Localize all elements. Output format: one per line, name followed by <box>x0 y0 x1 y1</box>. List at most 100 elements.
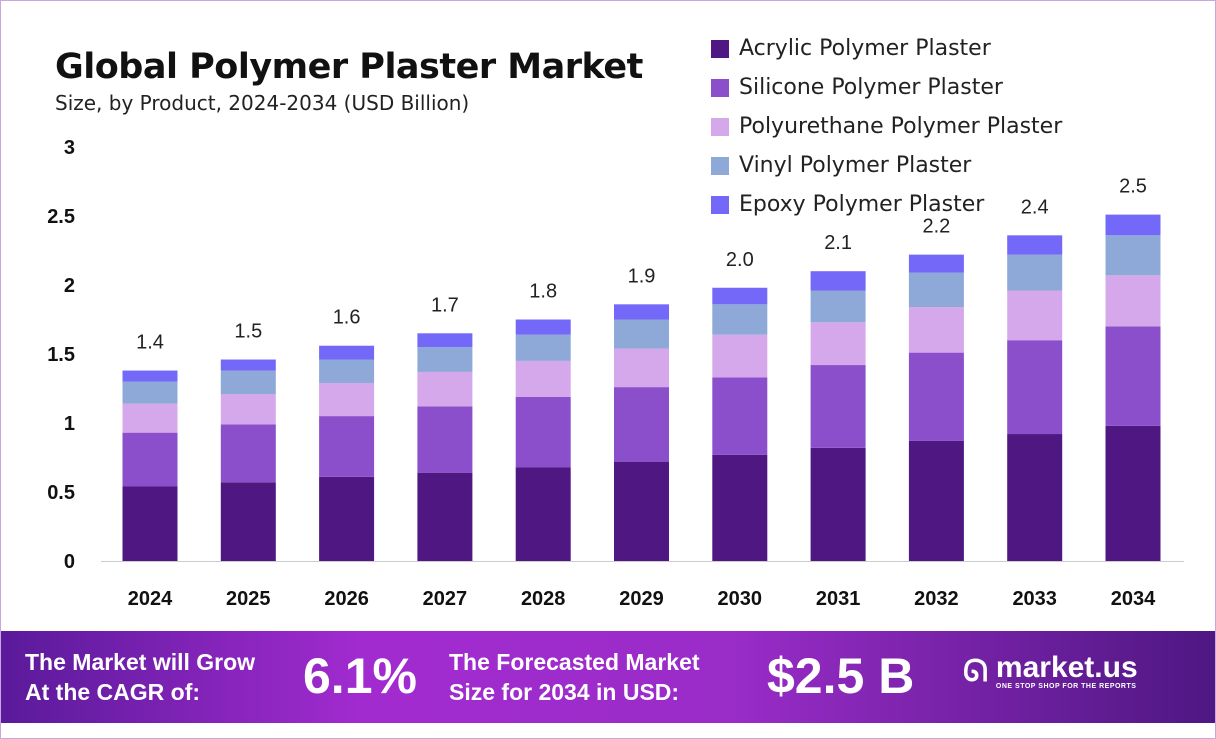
bar-segment-epoxy-polymer-plaster <box>908 254 964 273</box>
legend-swatch <box>711 195 729 214</box>
bar-segment-vinyl-polymer-plaster <box>1007 254 1063 291</box>
bar-segment-acrylic-polymer-plaster <box>319 476 375 561</box>
y-tick-label: 2.5 <box>47 206 75 228</box>
bar-segment-silicone-polymer-plaster <box>319 416 375 477</box>
bar-segment-epoxy-polymer-plaster <box>712 287 768 305</box>
total-data-label: 1.7 <box>431 294 459 316</box>
x-tick-label: 2029 <box>619 588 664 610</box>
legend-label: Epoxy Polymer Plaster <box>739 192 985 217</box>
bar-segment-epoxy-polymer-plaster <box>515 319 571 335</box>
y-tick-label: 1 <box>64 413 75 435</box>
cagr-label-line2: At the CAGR of: <box>25 679 201 705</box>
bar-segment-polyurethane-polymer-plaster <box>220 394 276 425</box>
legend-swatch <box>711 117 729 136</box>
y-tick-label: 0.5 <box>47 482 75 504</box>
bar-segment-epoxy-polymer-plaster <box>1007 235 1063 255</box>
bar-segment-acrylic-polymer-plaster <box>712 454 768 561</box>
bar-segment-vinyl-polymer-plaster <box>122 381 178 404</box>
y-tick-label: 3 <box>64 137 75 159</box>
x-tick-label: 2034 <box>1111 588 1156 610</box>
legend-swatch <box>711 156 729 175</box>
legend-label: Acrylic Polymer Plaster <box>739 36 991 61</box>
market-us-logo[interactable]: ᘏ market.us ONE STOP SHOP FOR THE REPORT… <box>963 651 1138 691</box>
cagr-value: 6.1% <box>303 648 417 704</box>
bar-segment-epoxy-polymer-plaster <box>220 359 276 371</box>
bar-segment-silicone-polymer-plaster <box>712 377 768 455</box>
bar-segment-silicone-polymer-plaster <box>122 432 178 487</box>
bar-segment-vinyl-polymer-plaster <box>515 334 571 361</box>
bar-segment-silicone-polymer-plaster <box>417 406 473 473</box>
bar-segment-polyurethane-polymer-plaster <box>810 322 866 366</box>
cagr-label-line1: The Market will Grow <box>25 649 256 675</box>
bar-segment-epoxy-polymer-plaster <box>417 333 473 348</box>
forecast-label-line2: Size for 2034 in USD: <box>449 679 680 705</box>
legend-item: Acrylic Polymer Plaster <box>711 29 1062 68</box>
footer-banner: The Market will Grow At the CAGR of: 6.1… <box>1 631 1215 723</box>
x-tick-label: 2027 <box>423 588 468 610</box>
forecast-label-line1: The Forecasted Market <box>449 649 700 675</box>
bar-segment-acrylic-polymer-plaster <box>810 447 866 561</box>
bar-segment-vinyl-polymer-plaster <box>220 370 276 395</box>
bar-segment-acrylic-polymer-plaster <box>220 482 276 561</box>
legend-label: Silicone Polymer Plaster <box>739 75 1003 100</box>
bar-segment-vinyl-polymer-plaster <box>908 272 964 308</box>
y-tick-label: 0 <box>64 551 75 573</box>
legend-item: Silicone Polymer Plaster <box>711 68 1062 107</box>
forecast-label: The Forecasted Market Size for 2034 in U… <box>449 647 700 707</box>
bar-segment-vinyl-polymer-plaster <box>1105 235 1161 276</box>
legend: Acrylic Polymer Plaster Silicone Polymer … <box>711 29 1062 224</box>
y-tick-label: 1.5 <box>47 344 75 366</box>
bar-segment-vinyl-polymer-plaster <box>810 290 866 323</box>
bar-segment-acrylic-polymer-plaster <box>417 472 473 561</box>
bar-segment-vinyl-polymer-plaster <box>319 359 375 383</box>
bar-segment-silicone-polymer-plaster <box>908 352 964 441</box>
forecast-value: $2.5 B <box>767 648 915 704</box>
bar-segment-polyurethane-polymer-plaster <box>515 360 571 397</box>
total-data-label: 2.2 <box>922 216 950 238</box>
bar-segment-acrylic-polymer-plaster <box>122 486 178 561</box>
bar-segment-epoxy-polymer-plaster <box>614 304 669 320</box>
bar-segment-silicone-polymer-plaster <box>515 396 571 468</box>
logo-name: market.us <box>995 651 1138 684</box>
bar-segment-vinyl-polymer-plaster <box>712 304 768 335</box>
bar-segment-polyurethane-polymer-plaster <box>1007 290 1063 341</box>
bar-segment-acrylic-polymer-plaster <box>515 467 571 561</box>
bar-segment-silicone-polymer-plaster <box>810 365 866 448</box>
chart-subtitle: Size, by Product, 2024-2034 (USD Billion… <box>55 91 470 115</box>
x-tick-label: 2033 <box>1012 588 1057 610</box>
bar-segment-polyurethane-polymer-plaster <box>1105 275 1161 327</box>
total-data-label: 2.4 <box>1021 196 1049 218</box>
bar-segment-acrylic-polymer-plaster <box>614 461 669 561</box>
legend-item: Epoxy Polymer Plaster <box>711 185 1062 224</box>
legend-swatch <box>711 78 729 97</box>
total-data-label: 1.5 <box>234 321 262 343</box>
x-tick-label: 2030 <box>718 588 763 610</box>
logo-mark-icon: ᘏ <box>963 654 988 688</box>
bar-segment-silicone-polymer-plaster <box>1105 326 1161 426</box>
bar-segment-acrylic-polymer-plaster <box>1007 434 1063 561</box>
x-tick-label: 2024 <box>128 588 173 610</box>
bar-segment-polyurethane-polymer-plaster <box>417 371 473 407</box>
bar-segment-silicone-polymer-plaster <box>1007 340 1063 435</box>
legend-item: Polyurethane Polymer Plaster <box>711 107 1062 146</box>
legend-swatch <box>711 39 729 58</box>
bar-segment-polyurethane-polymer-plaster <box>122 403 178 433</box>
x-tick-label: 2026 <box>324 588 369 610</box>
chart-plot: 0 0.5 1 1.5 2 2.5 3 1.4 2024 1.5 2025 1.6 2026 1.7 202… <box>47 137 1184 610</box>
legend-item: Vinyl Polymer Plaster <box>711 146 1062 185</box>
legend-label: Vinyl Polymer Plaster <box>739 153 972 178</box>
bar-segment-epoxy-polymer-plaster <box>810 271 866 291</box>
y-tick-label: 2 <box>64 275 75 297</box>
bar-segment-silicone-polymer-plaster <box>614 387 669 462</box>
bar-segment-polyurethane-polymer-plaster <box>319 382 375 417</box>
bar-segment-epoxy-polymer-plaster <box>122 370 178 382</box>
total-data-label: 2.5 <box>1119 176 1147 198</box>
legend-label: Polyurethane Polymer Plaster <box>739 114 1063 139</box>
total-data-label: 1.4 <box>136 332 164 354</box>
bar-segment-polyurethane-polymer-plaster <box>908 307 964 353</box>
x-tick-label: 2032 <box>914 588 959 610</box>
total-data-label: 1.6 <box>333 307 361 329</box>
bar-segment-silicone-polymer-plaster <box>220 424 276 483</box>
bar-segment-epoxy-polymer-plaster <box>319 345 375 360</box>
logo-tagline: ONE STOP SHOP FOR THE REPORTS <box>995 683 1137 690</box>
